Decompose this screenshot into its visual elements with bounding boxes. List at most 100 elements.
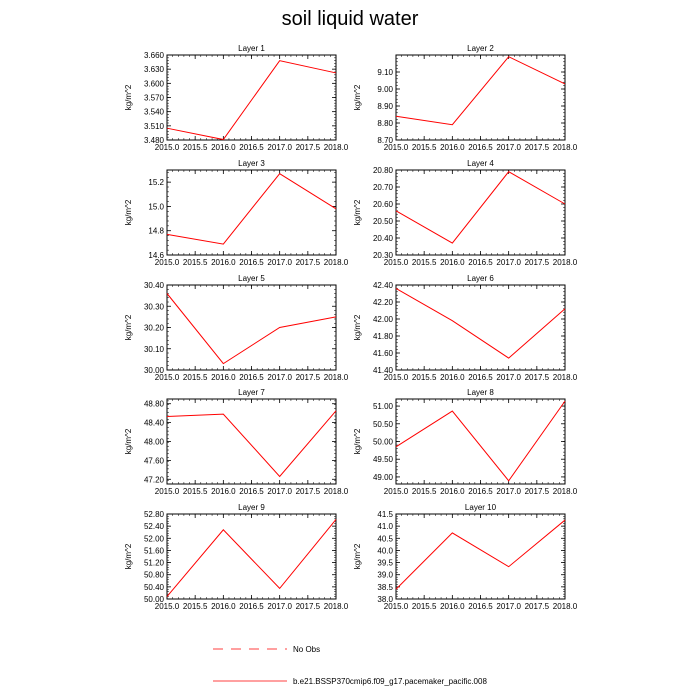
y-tick-label: 20.70 — [373, 183, 394, 192]
chart-panel: Layer 5 2015.0 2015.5 2016.0 2016.5 2017.0 201… — [124, 274, 349, 382]
y-tick-label: 52.40 — [144, 522, 165, 531]
figure-title: soil liquid water — [281, 8, 419, 30]
x-tick-label: 2017.0 — [496, 143, 521, 152]
x-tick-label: 2018.0 — [324, 143, 349, 152]
y-axis-label: kg/m^2 — [353, 314, 362, 340]
x-tick-label: 2015.0 — [384, 143, 409, 152]
y-tick-label: 20.30 — [373, 251, 394, 260]
y-tick-label: 38.0 — [377, 595, 393, 604]
x-tick-label: 2018.0 — [553, 373, 578, 382]
x-tick-label: 2016.5 — [468, 373, 493, 382]
x-tick-label: 2017.5 — [525, 373, 550, 382]
x-tick-label: 2016.0 — [211, 258, 236, 267]
y-tick-label: 50.00 — [144, 595, 165, 604]
x-tick-label: 2016.0 — [211, 602, 236, 611]
y-tick-label: 39.5 — [377, 559, 393, 568]
x-tick-label: 2017.0 — [267, 143, 292, 152]
y-tick-label: 42.00 — [373, 315, 394, 324]
x-tick-label: 2016.5 — [468, 143, 493, 152]
chart-panel: Layer 1 2015.0 2015.5 2016.0 2016.5 2017.0 201… — [124, 44, 349, 152]
y-tick-label: 15.2 — [148, 178, 164, 187]
y-tick-label: 3.480 — [144, 136, 165, 145]
series-line — [166, 293, 337, 365]
x-tick-label: 2017.5 — [525, 602, 550, 611]
x-tick-label: 2015.5 — [412, 487, 437, 496]
x-tick-label: 2015.5 — [412, 258, 437, 267]
x-tick-label: 2015.5 — [183, 373, 208, 382]
y-tick-label: 9.10 — [377, 68, 393, 77]
chart-panel: Layer 7 2015.0 2015.5 2016.0 2016.5 2017.0 201… — [124, 388, 349, 496]
y-tick-label: 30.00 — [144, 366, 165, 375]
panel-title: Layer 5 — [238, 274, 265, 283]
y-tick-label: 3.630 — [144, 65, 165, 74]
y-tick-label: 38.5 — [377, 583, 393, 592]
x-tick-label: 2017.5 — [296, 258, 321, 267]
y-tick-label: 3.510 — [144, 122, 165, 131]
x-tick-label: 2015.0 — [384, 373, 409, 382]
y-axis-label: kg/m^2 — [124, 84, 133, 110]
y-tick-label: 30.20 — [144, 324, 165, 333]
chart-panel: Layer 10 2015.0 2015.5 2016.0 2016.5 2017.0 20… — [353, 503, 578, 611]
y-tick-label: 40.5 — [377, 534, 393, 543]
x-tick-label: 2018.0 — [324, 602, 349, 611]
x-tick-label: 2017.5 — [296, 487, 321, 496]
y-tick-label: 52.00 — [144, 534, 165, 543]
y-tick-label: 41.80 — [373, 332, 394, 341]
x-tick-label: 2017.0 — [267, 373, 292, 382]
x-tick-label: 2018.0 — [553, 258, 578, 267]
x-tick-label: 2016.5 — [468, 487, 493, 496]
panel-title: Layer 1 — [238, 44, 265, 53]
y-tick-label: 49.50 — [373, 455, 394, 464]
series-line — [395, 171, 566, 244]
x-tick-label: 2015.0 — [155, 143, 180, 152]
x-tick-label: 2018.0 — [324, 258, 349, 267]
y-axis-label: kg/m^2 — [124, 428, 133, 454]
y-tick-label: 3.570 — [144, 94, 165, 103]
x-tick-label: 2016.5 — [239, 143, 264, 152]
y-tick-label: 41.60 — [373, 349, 394, 358]
y-tick-label: 20.80 — [373, 166, 394, 175]
y-tick-label: 8.80 — [377, 119, 393, 128]
series-line — [166, 172, 337, 245]
panel-title: Layer 3 — [238, 159, 265, 168]
chart-panel: Layer 3 2015.0 2015.5 2016.0 2016.5 2017.0 201… — [124, 159, 349, 267]
series-line — [395, 56, 566, 126]
y-axis-label: kg/m^2 — [353, 199, 362, 225]
panel-title: Layer 10 — [465, 503, 497, 512]
x-tick-label: 2016.5 — [468, 602, 493, 611]
y-axis-label: kg/m^2 — [124, 199, 133, 225]
chart-panel: Layer 6 2015.0 2015.5 2016.0 2016.5 2017.0 201… — [353, 274, 578, 382]
x-tick-label: 2016.0 — [440, 258, 465, 267]
x-tick-label: 2016.0 — [211, 487, 236, 496]
x-tick-label: 2015.5 — [183, 602, 208, 611]
y-tick-label: 20.50 — [373, 217, 394, 226]
y-tick-label: 30.10 — [144, 345, 165, 354]
y-tick-label: 14.8 — [148, 227, 164, 236]
x-tick-label: 2015.5 — [183, 143, 208, 152]
panel-title: Layer 8 — [467, 388, 494, 397]
x-tick-label: 2015.5 — [412, 143, 437, 152]
y-axis-label: kg/m^2 — [353, 84, 362, 110]
panel-title: Layer 6 — [467, 274, 494, 283]
y-tick-label: 49.00 — [373, 473, 394, 482]
x-tick-label: 2016.5 — [239, 373, 264, 382]
x-tick-label: 2015.0 — [155, 487, 180, 496]
panel-title: Layer 2 — [467, 44, 494, 53]
chart-panel: Layer 9 2015.0 2015.5 2016.0 2016.5 2017.0 201… — [124, 503, 349, 611]
chart-panel: Layer 4 2015.0 2015.5 2016.0 2016.5 2017.0 201… — [353, 159, 578, 267]
chart-panel: Layer 2 2015.0 2015.5 2016.0 2016.5 2017.0 201… — [353, 44, 578, 152]
x-tick-label: 2016.5 — [239, 258, 264, 267]
series-line — [166, 410, 337, 478]
x-tick-label: 2018.0 — [553, 143, 578, 152]
legend-label: No Obs — [293, 645, 320, 654]
series-line — [395, 400, 566, 482]
x-tick-label: 2015.0 — [155, 373, 180, 382]
panel-title: Layer 9 — [238, 503, 265, 512]
x-tick-label: 2018.0 — [553, 602, 578, 611]
y-tick-label: 30.30 — [144, 302, 165, 311]
x-tick-label: 2016.0 — [211, 143, 236, 152]
x-tick-label: 2015.5 — [183, 487, 208, 496]
x-tick-label: 2016.0 — [440, 602, 465, 611]
y-tick-label: 8.70 — [377, 136, 393, 145]
